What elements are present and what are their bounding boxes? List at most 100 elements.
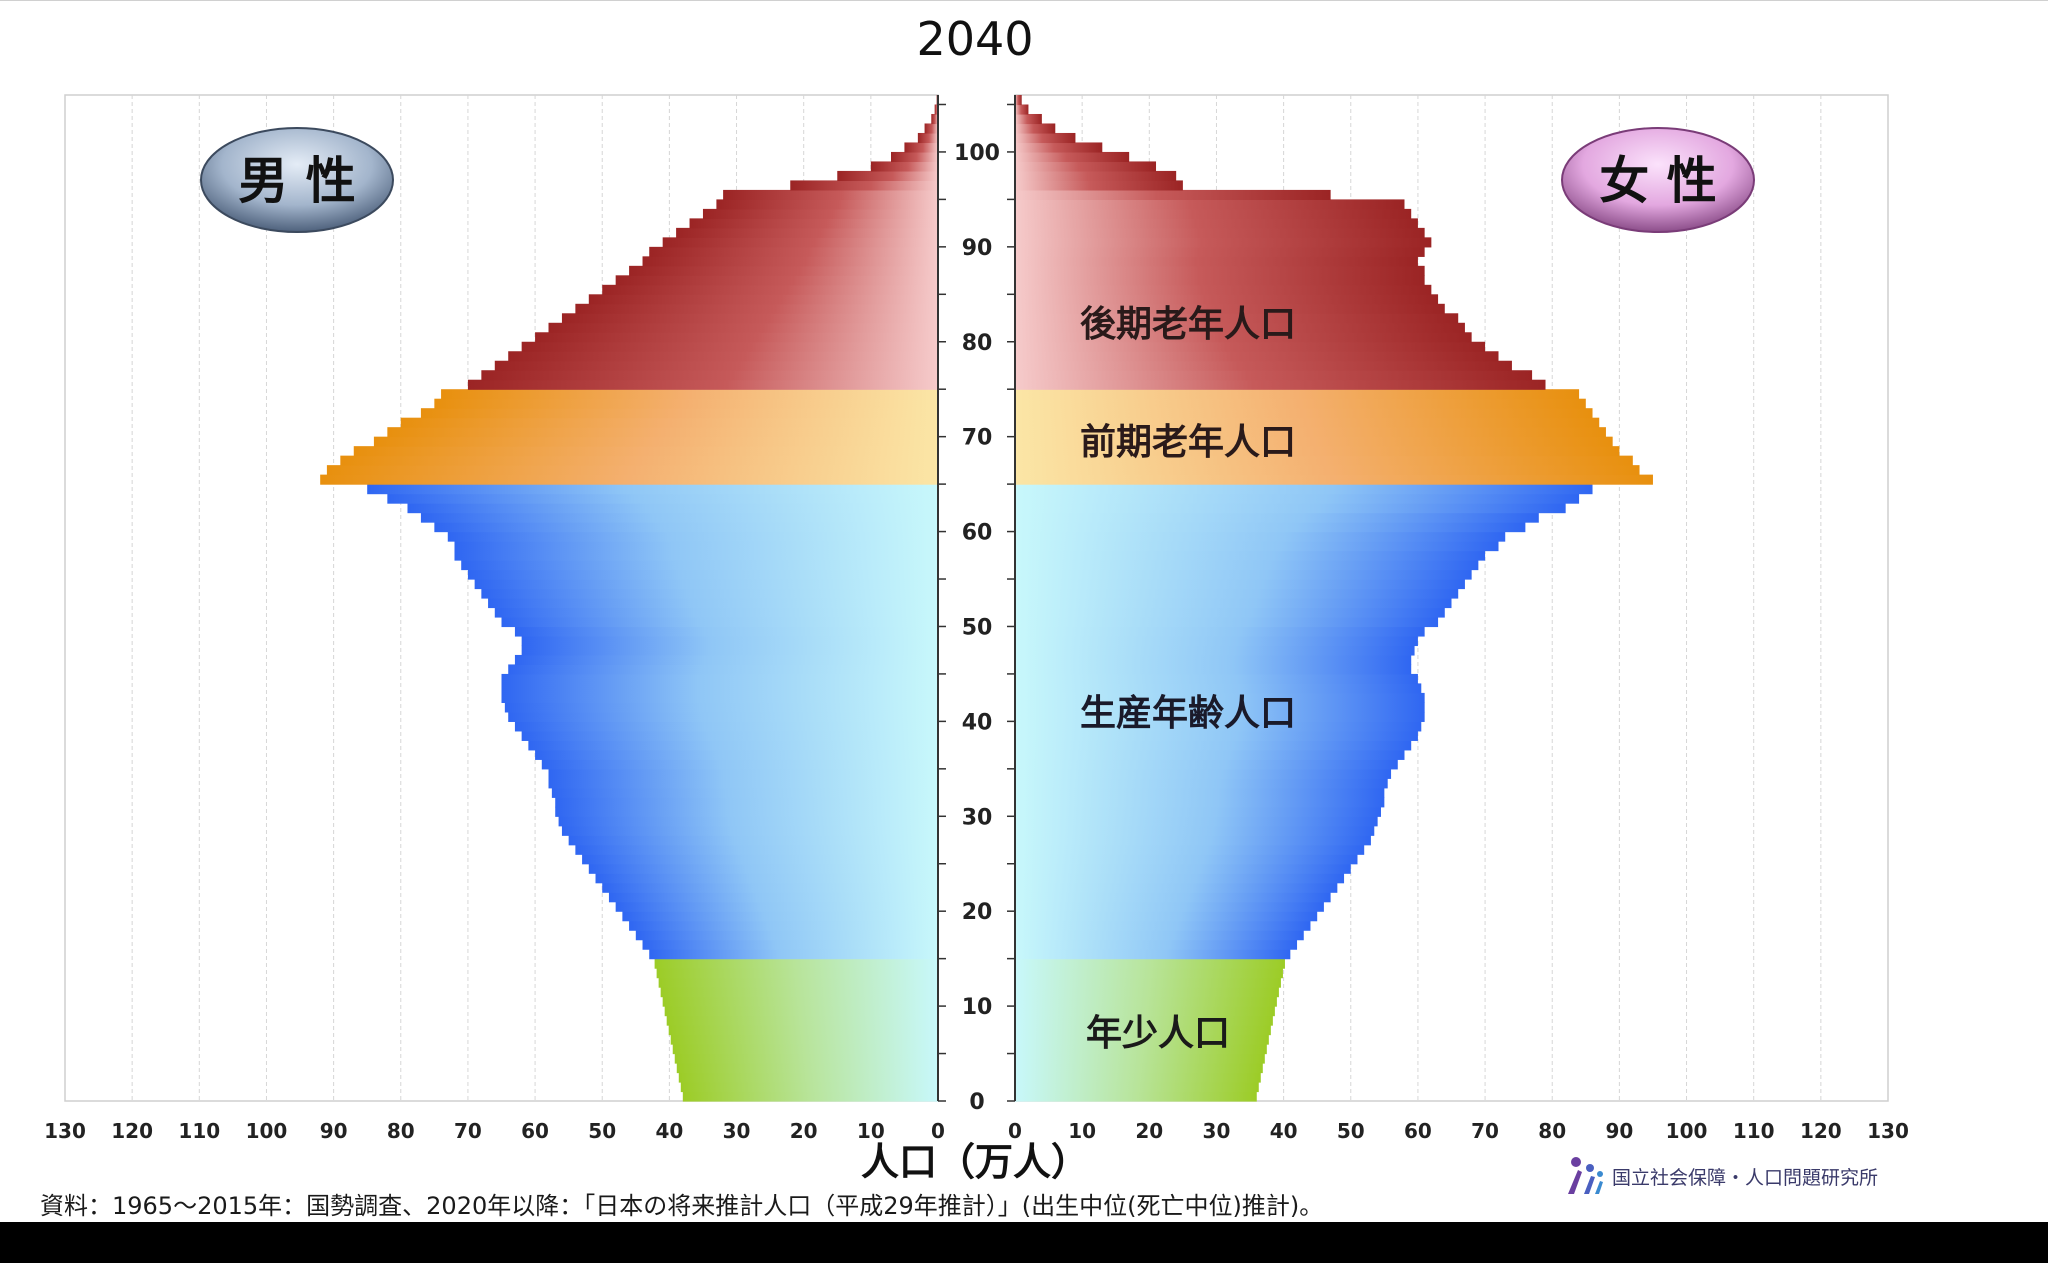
male-bar-age-20 (615, 901, 938, 912)
female-x-tick-label: 0 (1008, 1119, 1022, 1143)
female-x-tick-label: 60 (1404, 1119, 1432, 1143)
male-bar-age-98 (870, 161, 938, 172)
male-bar-age-86 (615, 275, 938, 286)
female-bar-age-100 (1015, 142, 1103, 153)
male-bar-age-13 (656, 968, 938, 979)
male-bar-age-60 (434, 522, 938, 533)
male-bar-age-12 (658, 977, 938, 988)
male-x-tick-label: 80 (387, 1119, 415, 1143)
male-bar-age-3 (676, 1063, 938, 1074)
male-bar-age-54 (474, 579, 938, 590)
institute-name: 国立社会保障・人口問題研究所 (1612, 1166, 1879, 1189)
male-x-tick-label: 100 (246, 1119, 288, 1143)
male-bar-age-0 (682, 1091, 938, 1102)
male-bar-age-85 (602, 284, 938, 295)
male-bar-age-9 (664, 1006, 938, 1017)
male-bar-age-19 (622, 911, 938, 922)
male-bar-age-34 (548, 768, 938, 779)
group-label-child: 年少人口 (1086, 1012, 1230, 1054)
female-bar-age-89 (1015, 246, 1425, 257)
male-bar-age-5 (672, 1044, 938, 1055)
male-bar-age-68 (353, 446, 938, 457)
male-bar-age-82 (561, 313, 938, 324)
male-bar-age-55 (467, 569, 938, 580)
male-bar-age-16 (642, 939, 938, 950)
female-bar-age-25 (1015, 854, 1358, 865)
male-bar-age-2 (678, 1072, 938, 1083)
male-bar-age-6 (670, 1034, 938, 1045)
female-bar-age-37 (1015, 740, 1412, 751)
female-label: 女 性 (1599, 152, 1716, 210)
female-bar-age-55 (1015, 569, 1472, 580)
male-bar-age-1 (680, 1082, 938, 1093)
male-bar-age-84 (588, 294, 938, 305)
male-bar-age-46 (514, 654, 938, 666)
female-bar-age-43 (1015, 683, 1422, 694)
female-bar-age-20 (1015, 901, 1324, 912)
male-bar-age-72 (420, 408, 938, 419)
male-bar-age-4 (674, 1053, 938, 1064)
male-x-tick-label: 40 (655, 1119, 683, 1143)
male-bar-age-29 (558, 816, 938, 827)
female-bar-age-40 (1015, 711, 1425, 722)
female-bar-age-6 (1015, 1034, 1269, 1045)
female-bar-age-1 (1015, 1082, 1259, 1093)
male-bar-age-47 (521, 645, 938, 656)
female-bar-age-91 (1015, 227, 1425, 238)
male-bar-age-14 (654, 958, 938, 969)
male-bar-age-26 (575, 844, 938, 855)
male-bar-age-61 (420, 512, 938, 523)
female-bar-age-0 (1015, 1091, 1257, 1102)
female-bar-age-103 (1015, 113, 1042, 125)
female-bar-age-68 (1015, 446, 1620, 457)
male-bar-age-45 (508, 664, 938, 675)
female-bar-age-15 (1015, 949, 1291, 960)
female-bar-age-44 (1015, 673, 1418, 685)
age-tick-label: 60 (962, 521, 993, 546)
female-bar-age-74 (1015, 389, 1580, 400)
female-bar-age-38 (1015, 730, 1418, 741)
female-bar-age-101 (1015, 132, 1076, 144)
male-badge: 男 性 (200, 127, 394, 233)
male-x-tick-label: 50 (588, 1119, 616, 1143)
female-bar-age-93 (1015, 208, 1412, 219)
female-bar-age-24 (1015, 863, 1351, 874)
male-bar-age-77 (494, 360, 938, 371)
male-bar-age-57 (454, 550, 938, 561)
female-bar-age-27 (1015, 835, 1371, 846)
male-bar-age-89 (649, 246, 938, 257)
male-bar-age-97 (837, 170, 938, 182)
male-bar-age-25 (582, 854, 938, 865)
age-tick-label: 30 (962, 805, 993, 830)
male-bar-age-36 (535, 749, 938, 760)
female-bar-age-23 (1015, 873, 1345, 884)
age-tick-label: 20 (962, 900, 993, 925)
male-bar-age-92 (689, 218, 938, 229)
male-bar-age-43 (501, 683, 938, 694)
female-bar-age-13 (1015, 968, 1283, 979)
male-x-tick-label: 30 (723, 1119, 751, 1143)
female-bar-age-72 (1015, 408, 1593, 419)
male-bar-age-67 (340, 455, 938, 466)
female-bar-age-14 (1015, 958, 1285, 969)
female-x-tick-label: 20 (1135, 1119, 1163, 1143)
male-bar-age-96 (790, 180, 938, 191)
male-bar-age-49 (514, 626, 938, 637)
female-bar-age-98 (1015, 161, 1157, 172)
female-bar-age-45 (1015, 664, 1412, 675)
female-x-tick-label: 100 (1666, 1119, 1708, 1143)
female-bar-age-18 (1015, 920, 1311, 931)
female-bar-age-75 (1015, 379, 1546, 390)
male-bar-age-50 (501, 616, 938, 628)
female-bar-age-65 (1015, 474, 1653, 485)
male-bar-age-27 (568, 835, 938, 846)
male-bar-age-70 (387, 427, 938, 438)
male-bar-age-100 (904, 142, 938, 153)
male-bar-age-30 (555, 806, 938, 817)
male-bar-age-59 (447, 531, 938, 542)
female-bar-age-57 (1015, 550, 1486, 561)
male-bar-age-58 (454, 541, 938, 552)
male-bar-age-52 (488, 598, 938, 609)
male-bar-age-56 (461, 560, 938, 571)
